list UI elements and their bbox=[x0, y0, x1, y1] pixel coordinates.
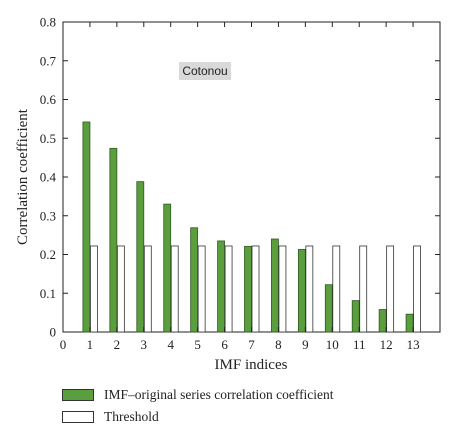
bar-threshold-11 bbox=[359, 245, 368, 333]
y-tick-label: 0.1 bbox=[40, 286, 56, 301]
bars-group bbox=[82, 121, 421, 333]
bar-imf-3 bbox=[136, 181, 145, 333]
bar-threshold-2 bbox=[116, 245, 125, 333]
x-tick-label: 3 bbox=[141, 337, 148, 352]
bar-imf-1 bbox=[82, 121, 91, 333]
bar-threshold-10 bbox=[332, 245, 341, 333]
legend-item-threshold: Threshold bbox=[62, 406, 334, 428]
bar-threshold-9 bbox=[305, 245, 314, 333]
x-tick-label: 13 bbox=[407, 337, 420, 352]
y-axis-title: Correlation coefficient bbox=[15, 108, 31, 245]
x-tick-label: 0 bbox=[60, 337, 67, 352]
bar-imf-6 bbox=[217, 240, 225, 333]
bar-imf-7 bbox=[244, 245, 252, 333]
bar-threshold-7 bbox=[251, 245, 260, 333]
bar-imf-11 bbox=[351, 300, 360, 333]
y-tick-label: 0.6 bbox=[40, 92, 57, 107]
bar-imf-13 bbox=[405, 313, 414, 333]
x-tick-label: 9 bbox=[302, 337, 309, 352]
bar-threshold-12 bbox=[386, 245, 395, 333]
bar-imf-5 bbox=[190, 227, 199, 333]
legend: IMF–original series correlation coeffici… bbox=[62, 384, 334, 428]
bar-threshold-5 bbox=[197, 245, 206, 333]
x-tick-label: 2 bbox=[114, 337, 121, 352]
ticks-group: 00.10.20.30.40.50.60.70.80 1 2 3 4 5 6 7 8 9 10 11 1… bbox=[40, 15, 440, 352]
x-tick-label: 1 bbox=[87, 337, 94, 352]
bar-imf-4 bbox=[163, 203, 172, 333]
y-tick-label: 0.3 bbox=[40, 208, 56, 223]
legend-label-imf: IMF–original series correlation coeffici… bbox=[104, 387, 334, 402]
x-tick-label: 8 bbox=[275, 337, 282, 352]
bar-threshold-1 bbox=[90, 245, 98, 333]
x-axis-title: IMF indices bbox=[215, 357, 288, 373]
bar-imf-9 bbox=[297, 249, 306, 333]
bar-threshold-8 bbox=[278, 245, 287, 333]
legend-swatch-threshold bbox=[62, 411, 94, 423]
annotation-box bbox=[179, 62, 231, 80]
correlation-bar-chart: 00.10.20.30.40.50.60.70.80 1 2 3 4 5 6 7 8 9 10 11 1… bbox=[15, 15, 441, 373]
y-tick-label: 0.7 bbox=[40, 53, 57, 68]
y-tick-label: 0.2 bbox=[40, 247, 56, 262]
x-tick-label: 4 bbox=[167, 337, 174, 352]
legend-item-imf: IMF–original series correlation coeffici… bbox=[62, 384, 334, 406]
bar-threshold-4 bbox=[170, 245, 179, 333]
bar-imf-8 bbox=[271, 238, 279, 333]
x-tick-label: 6 bbox=[221, 337, 228, 352]
bar-threshold-13 bbox=[413, 245, 421, 333]
y-tick-label: 0.8 bbox=[40, 15, 56, 30]
x-tick-label: 5 bbox=[194, 337, 201, 352]
bar-imf-10 bbox=[324, 284, 333, 333]
legend-label-threshold: Threshold bbox=[104, 409, 159, 424]
legend-swatch-imf bbox=[62, 389, 94, 401]
x-tick-label: 12 bbox=[380, 337, 393, 352]
y-tick-label: 0 bbox=[50, 325, 57, 340]
bar-threshold-3 bbox=[143, 245, 152, 333]
x-tick-label: 11 bbox=[353, 337, 366, 352]
y-tick-label: 0.5 bbox=[40, 131, 56, 146]
annotation-label: Cotonou bbox=[182, 64, 227, 78]
bar-imf-12 bbox=[378, 309, 387, 333]
x-tick-label: 7 bbox=[248, 337, 255, 352]
x-tick-label: 10 bbox=[326, 337, 339, 352]
y-tick-label: 0.4 bbox=[40, 170, 57, 185]
bar-imf-2 bbox=[109, 147, 118, 333]
bar-threshold-6 bbox=[224, 245, 233, 333]
